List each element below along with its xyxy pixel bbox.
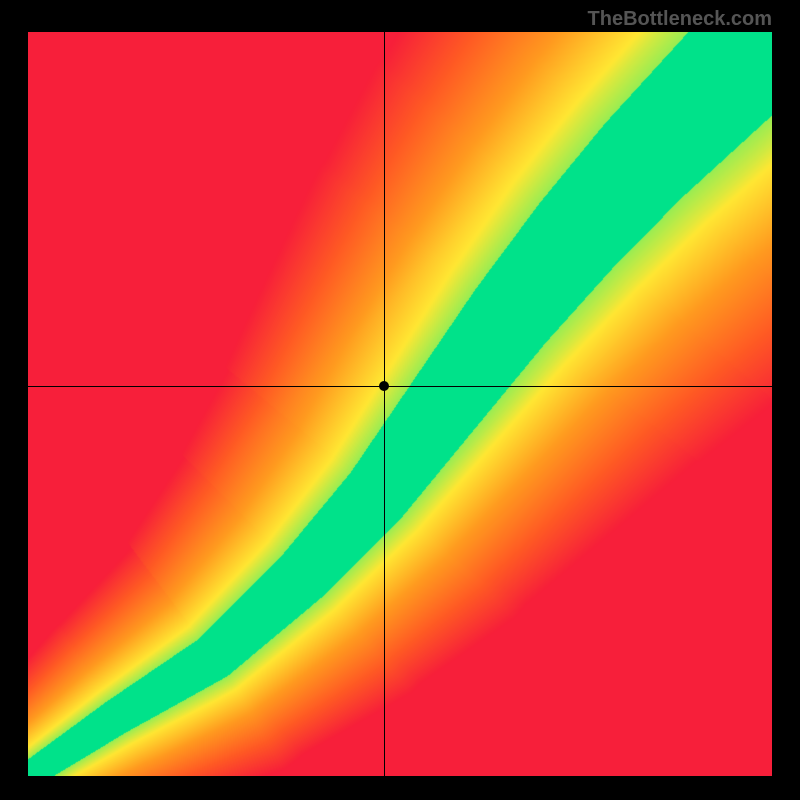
- heatmap-canvas: [28, 32, 772, 776]
- crosshair-horizontal: [28, 386, 772, 387]
- watermark-text: TheBottleneck.com: [588, 8, 772, 31]
- plot-area: [28, 32, 772, 776]
- crosshair-vertical: [384, 32, 385, 776]
- crosshair-marker: [379, 381, 389, 391]
